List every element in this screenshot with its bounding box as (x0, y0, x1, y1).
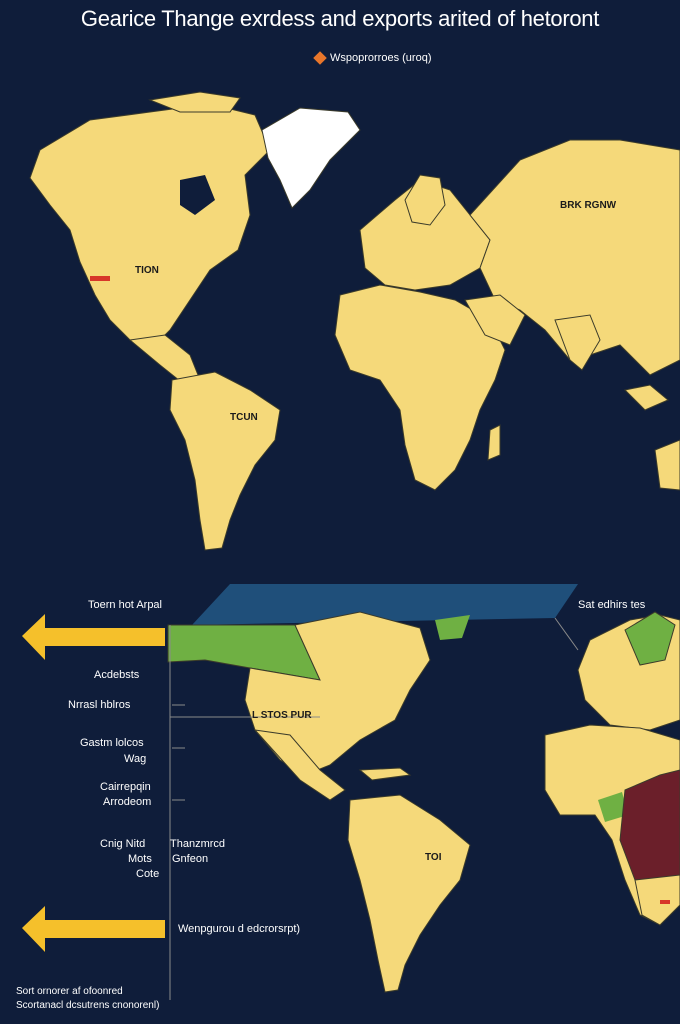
south-america-landmass (169, 371, 281, 551)
usa-label: TION (135, 265, 159, 276)
legend: Wspoprorroes (uroq) (313, 51, 432, 65)
madagascar (487, 424, 501, 461)
legend-label: Wspoprorroes (uroq) (330, 52, 432, 64)
left-label-2: Nrrasl hblros (68, 699, 131, 711)
mid-label-1: Thanzmrcd (170, 838, 226, 850)
left-label-5: Cairrepqin (100, 781, 151, 793)
north-america-landmass-bottom (244, 611, 431, 776)
india (554, 314, 601, 371)
arrow-caption: Wenpgurou d edcrorsrpt) (178, 923, 301, 935)
hudson-bay (180, 175, 215, 215)
south-america-label-bottom: TOI (425, 852, 442, 863)
north-america-landmass (29, 103, 271, 351)
footnote-1: Sort ornorer af ofoonred (16, 986, 123, 997)
map-title: Gearice Thange exrdess and exports arite… (80, 6, 600, 31)
scandinavia (404, 174, 446, 226)
greenland (261, 107, 361, 209)
arabian-peninsula (464, 294, 526, 346)
usa-label-bottom: L STOS PUR (252, 710, 312, 721)
left-label-4: Wag (124, 753, 147, 765)
asia-landmass (469, 139, 680, 376)
southern-africa (634, 874, 680, 926)
arctic-green-islands (435, 615, 470, 640)
arrow-bottom (22, 906, 165, 952)
southern-africa-marker (660, 900, 670, 904)
left-label-7: Cnig Nitd (100, 838, 146, 850)
left-label-1: Acdebsts (94, 669, 140, 681)
west-africa-green (598, 792, 628, 822)
banner-right-label: Sat edhirs tes (578, 599, 646, 611)
australia-edge (654, 439, 680, 491)
canada-arctic-islands (148, 91, 241, 113)
africa-landmass (334, 284, 506, 491)
arctic-green-strip (167, 624, 321, 681)
footnote-2: Scortanacl dcsutrens cnonorenl) (16, 1000, 160, 1011)
central-america-bottom (253, 729, 346, 801)
russia-label: BRK RGNW (560, 200, 617, 211)
southeast-asia-islands (623, 384, 669, 411)
banner-left-label: Toern hot Arpal (88, 599, 162, 611)
scandinavia-green (624, 611, 676, 666)
left-label-9: Cote (136, 868, 160, 880)
brazil-label: TCUN (230, 412, 258, 423)
caribbean-islands (358, 767, 412, 781)
arrow-top (22, 614, 165, 660)
left-label-8: Mots (128, 853, 152, 865)
left-label-6: Arrodeom (103, 796, 152, 808)
south-america-landmass-bottom (347, 794, 471, 993)
mid-label-2: Gnfeon (172, 853, 209, 865)
left-label-3: Gastm lolcos (80, 737, 144, 749)
usa-marker (90, 276, 110, 281)
data-banner (192, 584, 578, 625)
